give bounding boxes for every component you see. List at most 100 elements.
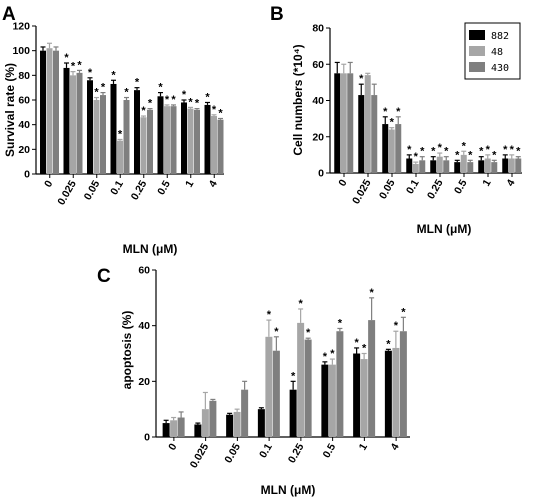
- significance-star: *: [510, 144, 515, 156]
- y-tick-label: 80: [18, 70, 30, 82]
- x-tick-label: 0.1: [404, 177, 422, 196]
- bar: [436, 156, 443, 173]
- x-tick-label: 0.025: [188, 441, 212, 470]
- bar: [388, 129, 395, 173]
- bar: [304, 339, 312, 437]
- significance-star: *: [298, 298, 303, 310]
- bar: [40, 50, 46, 174]
- y-tick-label: 60: [138, 265, 150, 277]
- bar: [177, 417, 185, 437]
- significance-star: *: [274, 326, 279, 338]
- bar: [360, 359, 368, 437]
- bar: [392, 347, 400, 437]
- y-tick-label: 0: [144, 432, 150, 444]
- y-axis-title: apoptosis (%): [120, 311, 134, 390]
- bar: [170, 106, 177, 174]
- significance-star: *: [394, 320, 399, 332]
- x-tick-label: 0.25: [129, 178, 150, 202]
- significance-star: *: [141, 105, 146, 117]
- x-tick-label: 1: [480, 177, 493, 188]
- x-tick-label: 4: [504, 177, 517, 188]
- significance-star: *: [438, 142, 443, 154]
- bar: [384, 350, 392, 437]
- bar: [336, 331, 344, 437]
- x-tick-label: 0.025: [55, 178, 79, 207]
- significance-star: *: [205, 91, 210, 103]
- x-tick-label: 4: [388, 441, 401, 452]
- y-tick-label: 80: [312, 23, 324, 35]
- significance-star: *: [182, 89, 187, 101]
- significance-star: *: [77, 59, 82, 71]
- bar: [123, 100, 130, 174]
- significance-star: *: [479, 146, 484, 158]
- significance-star: *: [64, 52, 69, 64]
- significance-star: *: [195, 98, 200, 110]
- significance-star: *: [359, 73, 364, 85]
- bar: [147, 109, 153, 174]
- y-tick-label: 0: [318, 168, 324, 180]
- x-tick-label: 0: [42, 178, 55, 189]
- bar: [454, 162, 461, 173]
- bar: [241, 389, 249, 437]
- bar: [134, 90, 140, 174]
- bar: [491, 162, 498, 173]
- panel-letter: B: [270, 4, 284, 25]
- bar: [478, 160, 485, 173]
- significance-star: *: [362, 343, 367, 355]
- y-tick-label: 40: [312, 95, 324, 107]
- bar: [289, 389, 297, 437]
- bar: [399, 331, 407, 437]
- bar: [328, 364, 336, 437]
- bar: [334, 73, 341, 173]
- y-tick-label: 20: [18, 144, 30, 156]
- significance-star: *: [386, 338, 391, 350]
- x-tick-label: 0.5: [321, 441, 339, 460]
- bar: [63, 67, 70, 174]
- bar: [265, 336, 273, 437]
- bar: [358, 95, 365, 173]
- y-tick-label: 20: [138, 376, 150, 388]
- bar: [194, 424, 202, 437]
- bar: [157, 96, 164, 174]
- bar: [46, 48, 53, 175]
- bar: [87, 80, 93, 174]
- significance-star: *: [188, 96, 193, 108]
- bar: [257, 409, 265, 437]
- significance-star: *: [354, 337, 359, 349]
- significance-star: *: [171, 94, 176, 106]
- bar: [187, 108, 194, 174]
- bar: [460, 154, 467, 173]
- y-tick-label: 60: [18, 95, 30, 107]
- bar: [347, 73, 354, 173]
- x-tick-label: 4: [207, 178, 220, 189]
- x-tick-label: 0.1: [108, 178, 126, 197]
- legend-swatch: [469, 62, 485, 72]
- legend-label: 430: [491, 63, 509, 74]
- x-tick-label: 0.5: [155, 178, 173, 197]
- x-axis-title: MLN (μM): [417, 222, 472, 236]
- legend-label: 48: [491, 47, 503, 58]
- bar: [382, 124, 389, 173]
- bar: [406, 158, 413, 173]
- bar: [272, 350, 280, 437]
- bar: [395, 124, 402, 173]
- x-tick-label: 0.025: [350, 177, 374, 206]
- significance-star: *: [431, 146, 436, 158]
- bar: [170, 420, 178, 437]
- significance-star: *: [218, 108, 223, 120]
- bar: [162, 423, 170, 437]
- significance-star: *: [444, 146, 449, 158]
- panel-letter: A: [2, 4, 16, 25]
- bar: [117, 140, 123, 174]
- legend-label: 882: [491, 31, 509, 42]
- y-tick-label: 0: [24, 169, 30, 181]
- bar: [233, 411, 241, 437]
- significance-star: *: [165, 94, 170, 106]
- x-tick-label: 0.1: [257, 441, 275, 460]
- bar: [340, 73, 347, 173]
- significance-star: *: [486, 144, 491, 156]
- legend-swatch: [469, 30, 485, 40]
